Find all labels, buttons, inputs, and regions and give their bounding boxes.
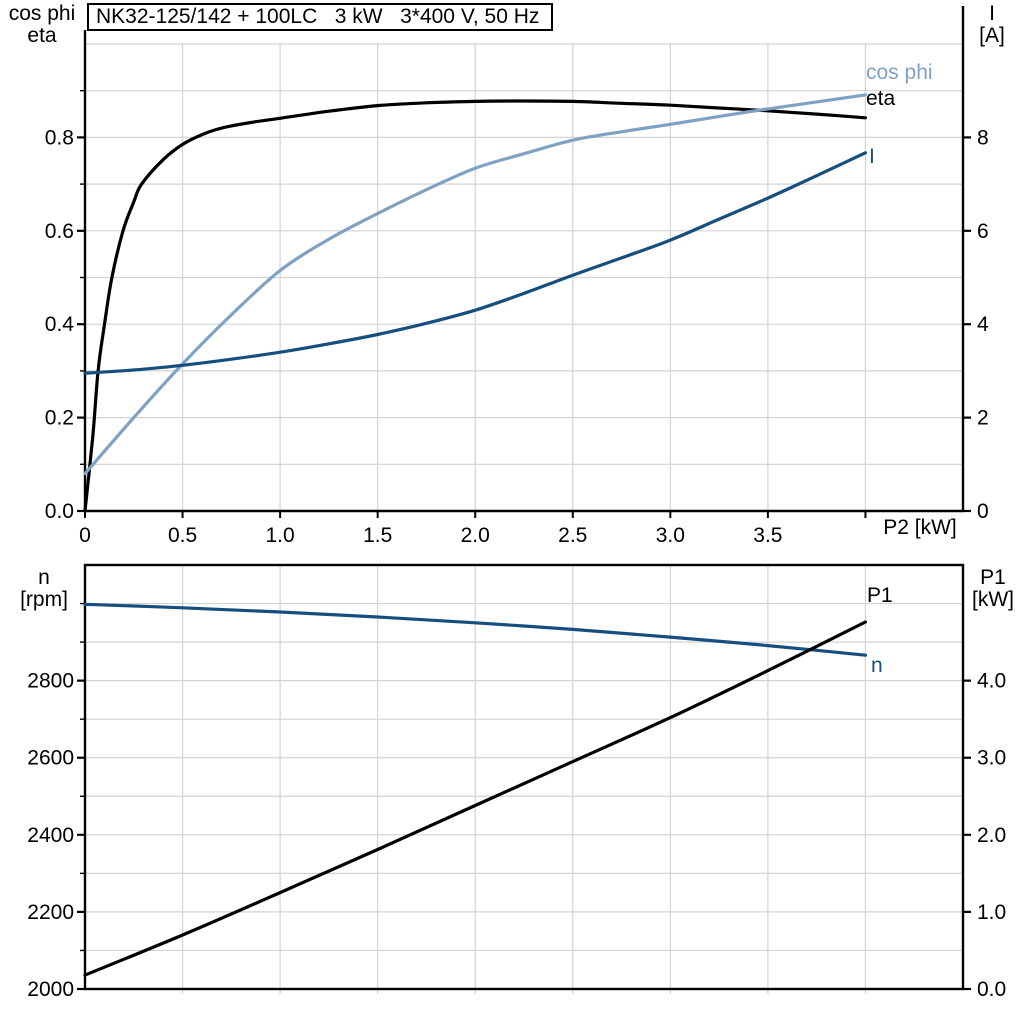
x-tick-label: 0 bbox=[79, 524, 91, 547]
y-left-tick-label: 0.4 bbox=[45, 313, 75, 336]
axis-header-speed-unit: [rpm] bbox=[20, 588, 68, 611]
axis-header-current: I bbox=[989, 2, 995, 25]
bottom-plot-area: 2000 2200 2400 2600 2800 0.0 1.0 2.0 3.0 4.0 bbox=[27, 563, 1006, 1001]
top-left-axis-header: cos phi eta bbox=[0, 3, 84, 47]
x-tick-label: 2.5 bbox=[558, 524, 587, 547]
axis-header-current-unit: [A] bbox=[979, 24, 1005, 47]
y-left-tick-label: 0.2 bbox=[45, 407, 74, 430]
curve-label-current: I bbox=[869, 145, 875, 168]
top-plot-area: 0 0.5 1.0 1.5 2.0 2.5 3.0 3.5 0.0 0.2 0.4 0.6 0.8 0 2 4… bbox=[45, 6, 989, 547]
axis-header-cos-phi: cos phi bbox=[8, 2, 76, 25]
x-tick-label: 2.0 bbox=[461, 524, 490, 547]
bottom-left-axis-header: n [rpm] bbox=[0, 567, 88, 611]
curve-label-p1: P1 bbox=[867, 584, 893, 607]
y-left-tick-label: 0.8 bbox=[45, 126, 74, 149]
y-right-tick-label: 8 bbox=[977, 126, 989, 149]
curve-label-cos-phi: cos phi bbox=[866, 61, 933, 84]
axis-header-eta: eta bbox=[27, 24, 57, 47]
y-right-tick-label: 0 bbox=[977, 500, 989, 523]
plot-frame bbox=[83, 563, 965, 991]
x-tick-label: 3.5 bbox=[753, 524, 782, 547]
y-left-tick-label: 2800 bbox=[27, 670, 74, 693]
x-axis-label: P2 [kW] bbox=[883, 516, 957, 539]
y-right-tick-label: 1.0 bbox=[977, 901, 1006, 924]
bottom-right-axis-header: P1 [kW] bbox=[963, 567, 1023, 611]
curve-label-eta: eta bbox=[866, 87, 896, 110]
y-right-tick-label: 6 bbox=[977, 220, 989, 243]
curve-eta bbox=[83, 99, 867, 513]
axis-header-p1-unit: [kW] bbox=[972, 588, 1014, 611]
y-left-tick-label: 2600 bbox=[27, 747, 74, 770]
curve-cos-phi bbox=[83, 93, 867, 476]
axis-header-speed: n bbox=[38, 566, 50, 589]
x-tick-label: 1.5 bbox=[363, 524, 392, 547]
y-left-tick-label: 2200 bbox=[27, 901, 74, 924]
y-right-tick-label: 3.0 bbox=[977, 747, 1006, 770]
y-left-tick-label: 2000 bbox=[27, 978, 74, 1001]
y-left-tick-label: 2400 bbox=[27, 824, 74, 847]
top-right-axis-header: I [A] bbox=[963, 3, 1021, 47]
curve-i bbox=[83, 151, 867, 375]
curve-label-n: n bbox=[871, 654, 883, 677]
y-left-tick-label: 0.0 bbox=[45, 500, 74, 523]
curve-p1 bbox=[83, 620, 867, 977]
y-right-tick-label: 2.0 bbox=[977, 824, 1006, 847]
y-right-tick-label: 0.0 bbox=[977, 978, 1006, 1001]
y-left-tick-label: 0.6 bbox=[45, 220, 74, 243]
x-tick-label: 0.5 bbox=[168, 524, 197, 547]
x-tick-label: 3.0 bbox=[656, 524, 685, 547]
y-right-tick-label: 4 bbox=[977, 313, 989, 336]
y-right-tick-label: 2 bbox=[977, 407, 989, 430]
x-tick-label: 1.0 bbox=[266, 524, 295, 547]
curve-n bbox=[83, 602, 867, 657]
chart-title: NK32-125/142 + 100LC 3 kW 3*400 V, 50 Hz bbox=[87, 3, 553, 31]
axis-header-p1: P1 bbox=[980, 566, 1006, 589]
y-right-tick-label: 4.0 bbox=[977, 670, 1006, 693]
